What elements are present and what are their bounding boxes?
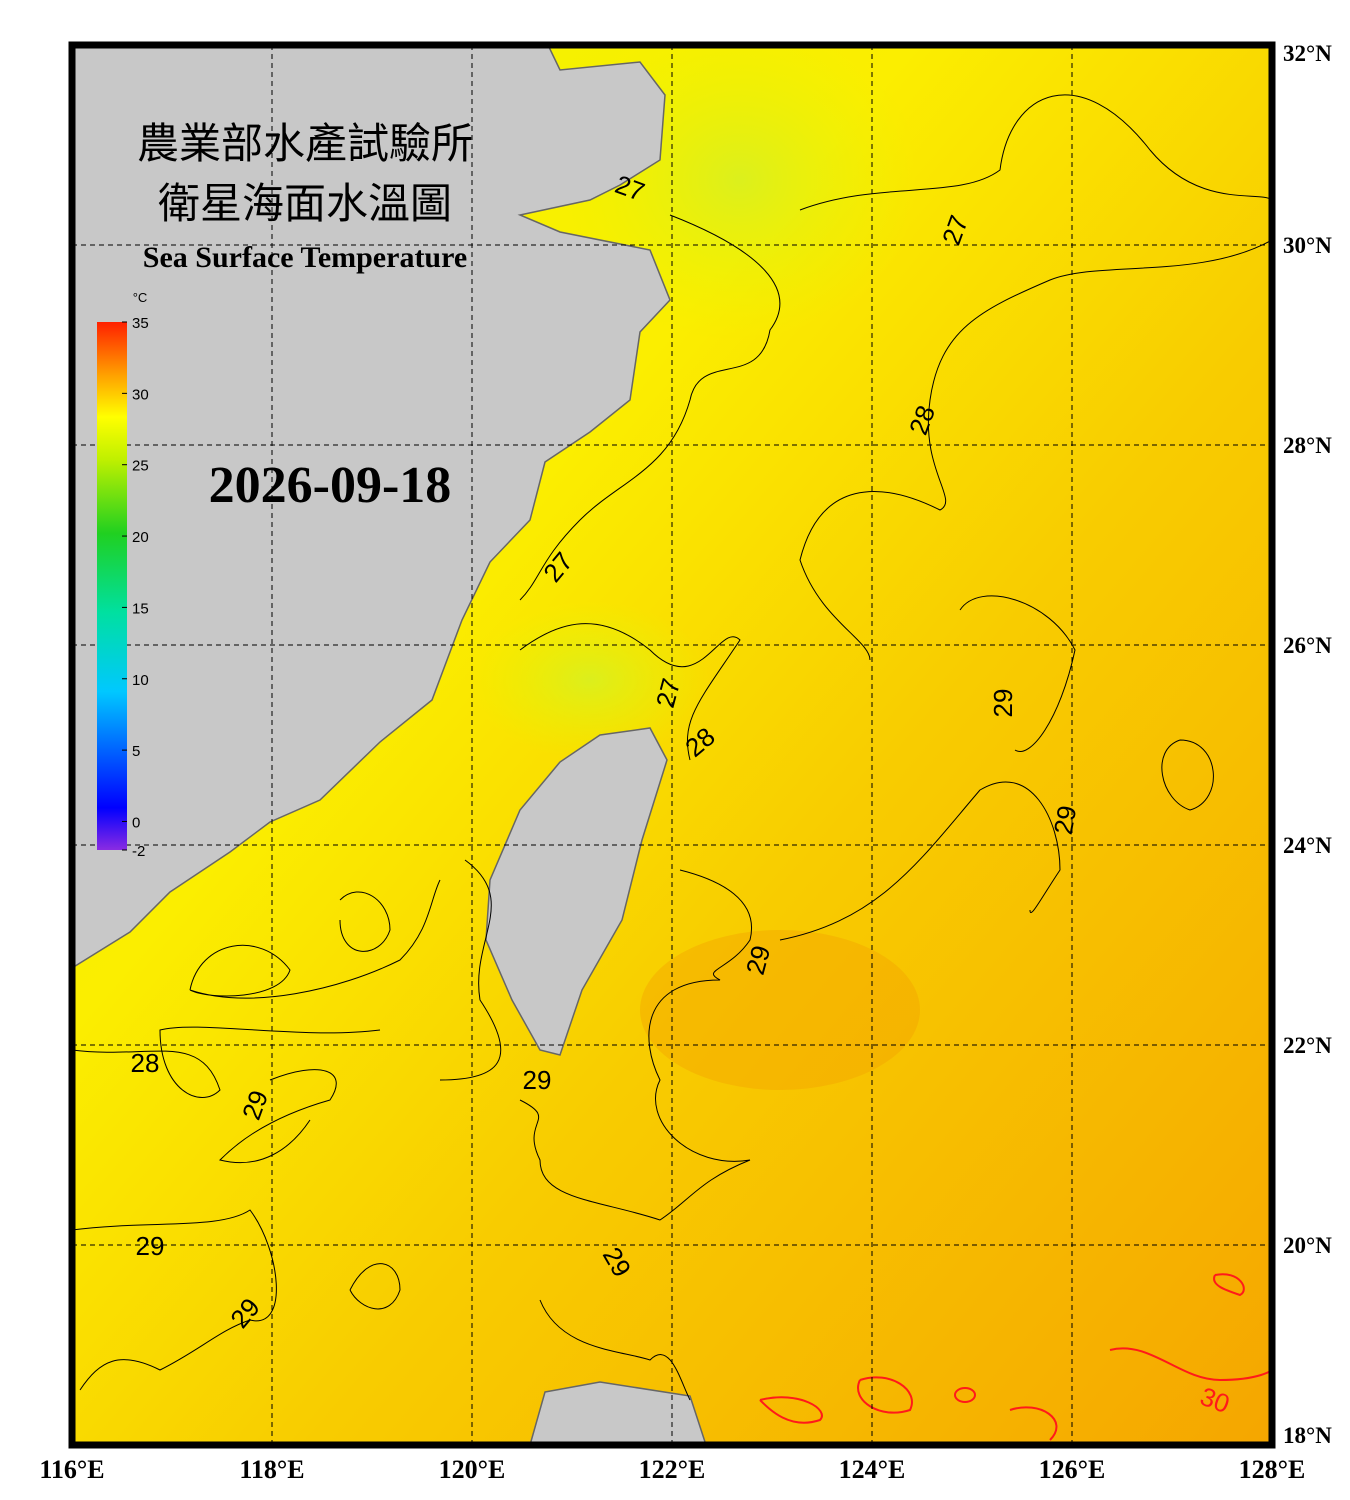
lon-label: 118°E: [239, 1455, 304, 1484]
lat-label: 28°N: [1283, 433, 1332, 458]
colorbar-tick-label: -2: [132, 843, 145, 860]
lat-label: 22°N: [1283, 1033, 1332, 1058]
lat-label: 18°N: [1283, 1423, 1332, 1448]
lat-label: 26°N: [1283, 633, 1332, 658]
contour-label: 29: [1048, 803, 1083, 837]
contour-line: [1213, 1273, 1245, 1297]
contour-label: 29: [136, 1231, 165, 1261]
colorbar-tick-label: 35: [132, 315, 149, 332]
lat-label: 20°N: [1283, 1233, 1332, 1258]
lon-label: 122°E: [639, 1455, 706, 1484]
land-luzon: [529, 1381, 707, 1445]
lat-label: 24°N: [1283, 833, 1332, 858]
contour-line: [539, 1299, 691, 1401]
colorbar-tick-label: 10: [132, 672, 149, 689]
contour-line: [519, 214, 781, 601]
map-frame: [68, 41, 1276, 1449]
contours: [72, 94, 1272, 1401]
date: 2026-09-18: [209, 457, 452, 514]
contour-line: [1109, 1347, 1272, 1382]
contour-line: [72, 1209, 277, 1391]
title-zh-1: 農業部水產試驗所: [137, 121, 473, 168]
colorbar-tick-label: 15: [132, 600, 149, 617]
colorbar-tick-label: 5: [132, 743, 140, 760]
title-zh-2: 衛星海面水溫圖: [158, 182, 452, 228]
contour-line: [1161, 739, 1214, 811]
title-en: Sea Surface Temperature: [143, 241, 467, 274]
contour-line: [857, 1376, 913, 1414]
contour-line: [779, 781, 1061, 941]
axis-labels: 116°E 118°E 120°E 122°E 124°E 126°E 128°E 32°N 3…: [39, 41, 1332, 1484]
lat-label: 30°N: [1283, 233, 1332, 258]
lon-label: 128°E: [1239, 1455, 1306, 1484]
contour-line: [519, 623, 741, 761]
contour-line: [954, 1387, 976, 1403]
contour-line: [72, 1026, 381, 1098]
contour-label: 28: [131, 1048, 160, 1078]
contour-line: [339, 891, 391, 952]
graticule: [72, 45, 1272, 1445]
contour-line: [439, 859, 502, 1081]
contour-label: 29: [988, 689, 1018, 718]
colorbar-unit: °C: [133, 290, 148, 305]
colorbar-tick-label: 0: [132, 814, 140, 831]
colorbar-tick-label: 20: [132, 529, 149, 546]
contour-line: [219, 1069, 337, 1164]
contour-line: [349, 1263, 401, 1310]
colorbar: [97, 322, 127, 850]
colorbar-tick-label: 25: [132, 458, 149, 475]
contour-line: [189, 879, 441, 999]
lat-label: 32°N: [1283, 41, 1332, 66]
contour-line: [519, 869, 752, 1221]
land-china: [72, 45, 671, 969]
warm-patch: [640, 930, 920, 1090]
colorbar-tick-label: 30: [132, 386, 149, 403]
lon-label: 126°E: [1039, 1455, 1106, 1484]
cool-patch: [470, 600, 710, 760]
contours-30: [759, 1273, 1272, 1441]
contour-line: [799, 94, 1272, 211]
contour-label: 29: [523, 1065, 552, 1095]
lon-label: 124°E: [839, 1455, 906, 1484]
contour-line: [799, 239, 1272, 661]
contour-line: [759, 1396, 823, 1424]
colorbar-ticks: 35 30 25 20 15 10 5 0 -2: [122, 315, 149, 860]
lon-label: 116°E: [39, 1455, 104, 1484]
contour-line: [1009, 1406, 1058, 1441]
contour-line: [959, 595, 1076, 752]
lon-label: 120°E: [439, 1455, 506, 1484]
land-taiwan: [485, 727, 668, 1056]
